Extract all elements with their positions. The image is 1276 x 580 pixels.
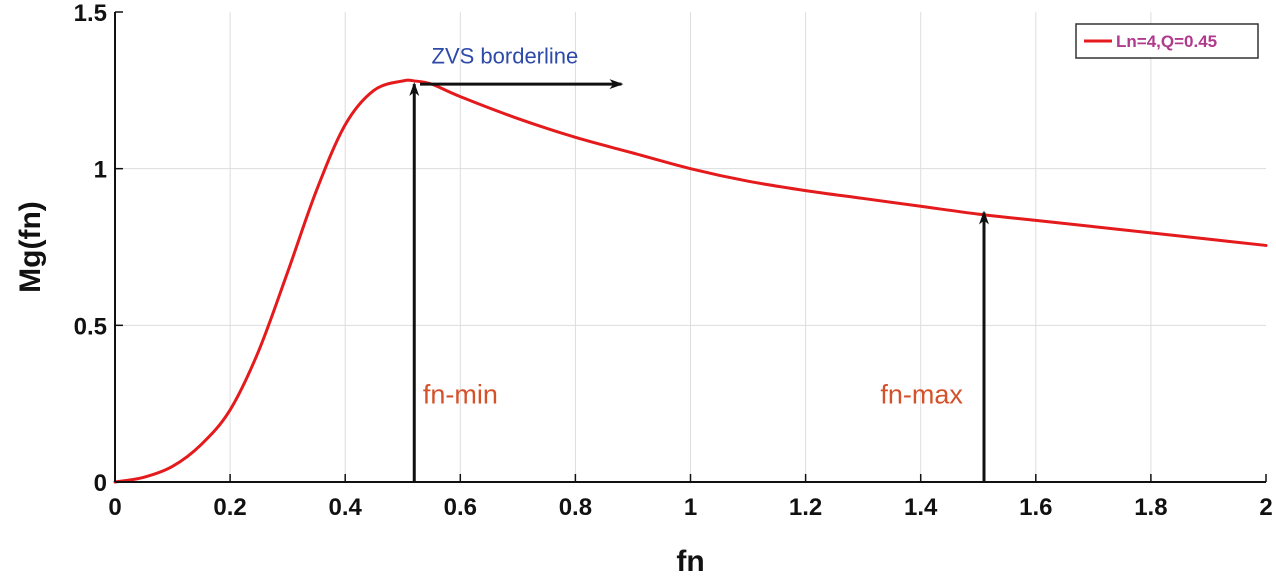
annotation-fn-max: fn-max: [880, 380, 963, 410]
y-tick-label: 0.5: [74, 313, 107, 340]
x-tick-label: 1.8: [1134, 494, 1167, 521]
x-tick-label: 1: [684, 494, 697, 521]
legend-label-ln4-q045: Ln=4,Q=0.45: [1116, 32, 1217, 51]
x-tick-label: 1.4: [904, 494, 938, 521]
x-tick-label: 0: [108, 494, 121, 521]
plot-layer: [113, 78, 1268, 484]
annotation-layer: [409, 79, 990, 482]
y-axis-label: Mg(fn): [14, 201, 47, 293]
y-tick-label: 1.5: [74, 0, 107, 27]
x-tick-label: 0.2: [213, 494, 246, 521]
series-line-ln4-q045: [113, 78, 1268, 484]
tick-layer: 0 0.2 0.4 0.6 0.8 1 1.2 1.4 1.6 1.8 2 0 0.5 1 1.5: [74, 0, 1273, 521]
x-tick-label: 0.4: [329, 494, 363, 521]
x-axis-label: fn: [676, 545, 704, 575]
annotation-fn-min: fn-min: [423, 380, 498, 410]
y-tick-label: 0: [94, 470, 107, 497]
y-tick-label: 1: [94, 157, 107, 184]
annotation-zvs-borderline: ZVS borderline: [432, 44, 579, 69]
x-tick-label: 2: [1259, 494, 1272, 521]
grid-layer: [115, 12, 1266, 482]
x-tick-label: 0.6: [444, 494, 477, 521]
legend: Ln=4,Q=0.45: [1075, 23, 1259, 59]
x-tick-label: 1.6: [1019, 494, 1052, 521]
x-tick-label: 0.8: [559, 494, 592, 521]
x-tick-label: 1.2: [789, 494, 822, 521]
